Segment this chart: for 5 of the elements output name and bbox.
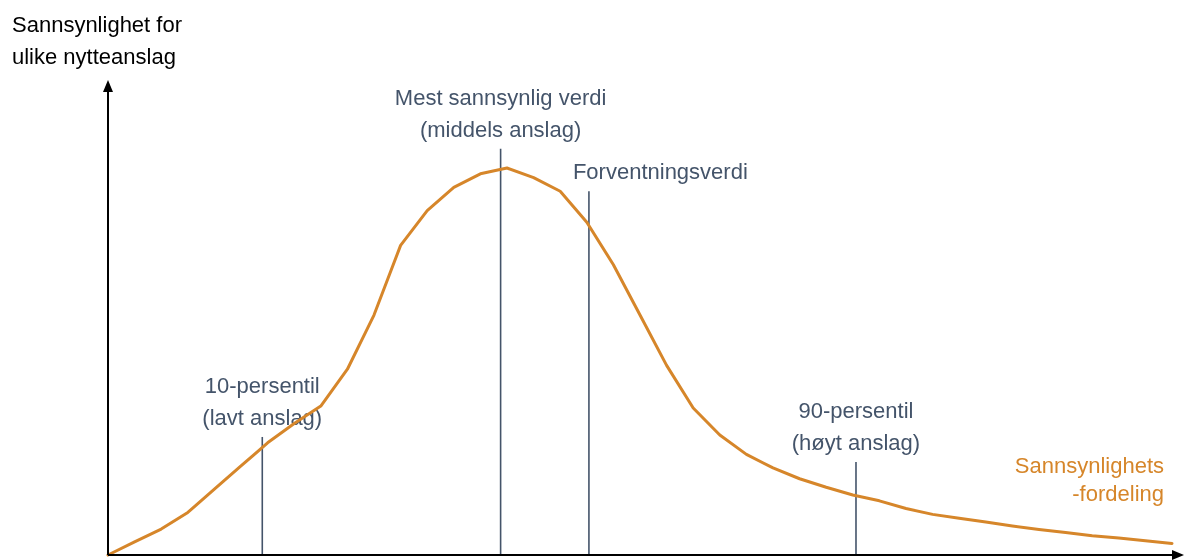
y-axis-title: Sannsynlighet for ulike nytteanslag — [12, 12, 182, 69]
series-label: Sannsynlighets -fordeling — [1014, 453, 1164, 507]
annotation: Forventningsverdi — [572, 159, 748, 185]
text: Mest sannsynlig verdi (middels anslag) — [394, 84, 607, 142]
annotation: 90-persentil (høyt anslag) — [791, 398, 921, 456]
